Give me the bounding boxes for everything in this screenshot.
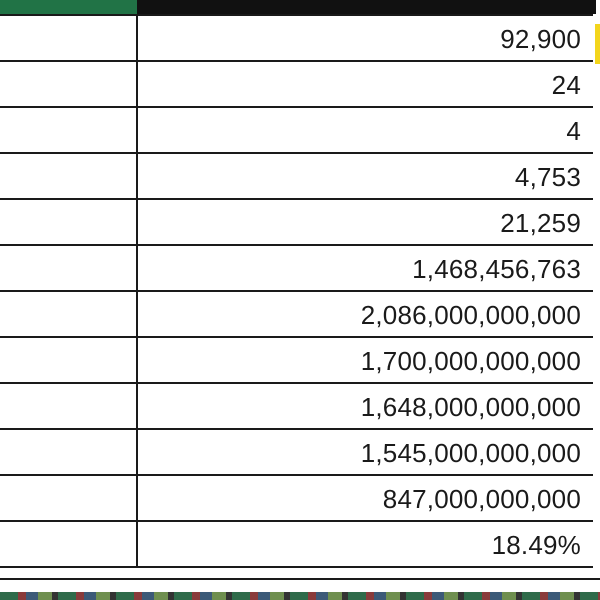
table-row: 847,000,000,000 xyxy=(0,476,595,522)
table-row: 92,900 xyxy=(0,14,595,62)
label-cell[interactable] xyxy=(0,16,138,60)
table-row: 1,545,000,000,000 xyxy=(0,430,595,476)
value-cell[interactable]: 24 xyxy=(138,62,595,106)
label-cell[interactable] xyxy=(0,246,138,290)
label-cell[interactable] xyxy=(0,338,138,382)
label-cell[interactable] xyxy=(0,62,138,106)
value-cell[interactable]: 1,648,000,000,000 xyxy=(138,384,595,428)
table-row: 2,086,000,000,000 xyxy=(0,292,595,338)
cell-highlight-marker xyxy=(595,24,600,64)
label-cell[interactable] xyxy=(0,522,138,566)
column-header-label[interactable] xyxy=(0,0,137,14)
value-cell[interactable]: 4 xyxy=(138,108,595,152)
label-cell[interactable] xyxy=(0,108,138,152)
value-cell[interactable]: 18.49% xyxy=(138,522,595,566)
value-cell[interactable]: 1,700,000,000,000 xyxy=(138,338,595,382)
cell-grid: 92,900 24 4 4,753 21,259 1,468,456,763 2… xyxy=(0,14,595,568)
label-cell[interactable] xyxy=(0,476,138,520)
label-cell[interactable] xyxy=(0,200,138,244)
table-row: 21,259 xyxy=(0,200,595,246)
table-row: 24 xyxy=(0,62,595,108)
table-row: 18.49% xyxy=(0,522,595,568)
table-row: 4,753 xyxy=(0,154,595,200)
value-cell[interactable]: 92,900 xyxy=(138,16,595,60)
column-header-row xyxy=(0,0,600,14)
table-row: 4 xyxy=(0,108,595,154)
value-cell[interactable]: 4,753 xyxy=(138,154,595,198)
label-cell[interactable] xyxy=(0,154,138,198)
label-cell[interactable] xyxy=(0,430,138,474)
column-header-value[interactable] xyxy=(137,0,596,14)
table-row: 1,648,000,000,000 xyxy=(0,384,595,430)
value-cell[interactable]: 1,468,456,763 xyxy=(138,246,595,290)
table-row: 1,468,456,763 xyxy=(0,246,595,292)
value-cell[interactable]: 1,545,000,000,000 xyxy=(138,430,595,474)
value-cell[interactable]: 2,086,000,000,000 xyxy=(138,292,595,336)
label-cell[interactable] xyxy=(0,384,138,428)
label-cell[interactable] xyxy=(0,292,138,336)
adjacent-column-edge xyxy=(593,14,600,574)
value-cell[interactable]: 847,000,000,000 xyxy=(138,476,595,520)
value-cell[interactable]: 21,259 xyxy=(138,200,595,244)
bottom-decorative-strip xyxy=(0,592,600,600)
table-row: 1,700,000,000,000 xyxy=(0,338,595,384)
